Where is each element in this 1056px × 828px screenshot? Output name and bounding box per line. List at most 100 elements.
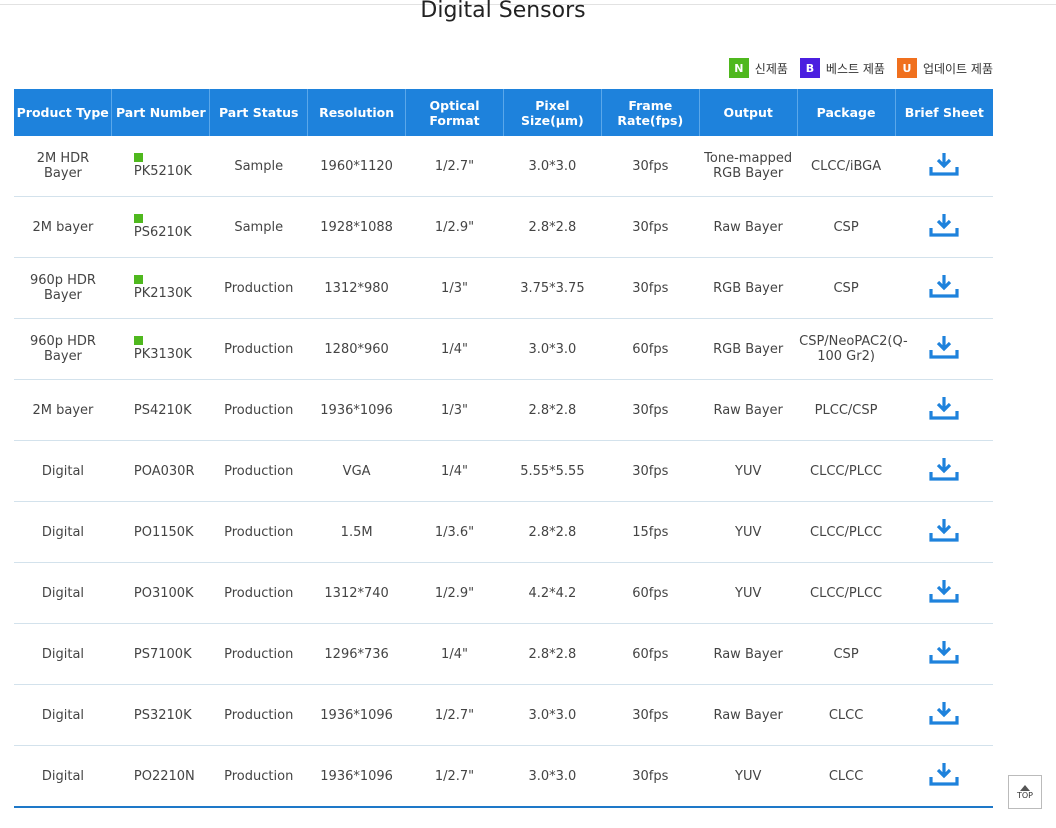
cell-text: 2M bayer — [32, 219, 94, 235]
cell-text: PO2210N — [133, 768, 195, 784]
download-button[interactable] — [929, 153, 959, 180]
table-cell: YUV — [699, 562, 798, 624]
cell-text: Production — [224, 524, 294, 540]
table-cell: 1/4" — [405, 623, 504, 685]
cell-text: 30fps — [632, 280, 669, 296]
cell-text: 3.0*3.0 — [528, 341, 577, 357]
cell-text: Production — [224, 768, 294, 784]
table-row: Digital PO2210N Production 1936*1096 1/2.7" 3… — [14, 745, 993, 808]
legend-item: N 신제품 — [728, 58, 788, 78]
cell-text: 3.0*3.0 — [528, 768, 577, 784]
cell-text: 3.0*3.0 — [528, 707, 577, 723]
table-cell: CLCC/PLCC — [797, 562, 896, 624]
table-cell: 30fps — [601, 196, 700, 258]
download-button[interactable] — [929, 397, 959, 424]
table-cell: 1280*960 — [307, 318, 406, 380]
download-button[interactable] — [929, 336, 959, 363]
new-badge — [133, 336, 143, 345]
column-header: Optical Format — [405, 89, 504, 136]
brief-sheet-cell — [895, 623, 993, 685]
table-row: 2M bayer PS6210K Sample 1928*1088 1/2.9" 2.8*… — [14, 196, 993, 258]
download-button[interactable] — [929, 763, 959, 790]
table-cell: Production — [209, 501, 308, 563]
cell-text: CLCC/iBGA — [811, 158, 882, 174]
brief-sheet-cell — [895, 379, 993, 441]
cell-text: Sample — [234, 158, 284, 174]
table-cell: 2.8*2.8 — [503, 501, 602, 563]
table-cell: Production — [209, 623, 308, 685]
new-badge — [133, 214, 143, 223]
download-button[interactable] — [929, 702, 959, 729]
cell-text: 1/2.7" — [434, 707, 475, 723]
table-cell: 15fps — [601, 501, 700, 563]
download-button[interactable] — [929, 580, 959, 607]
brief-sheet-cell — [895, 501, 993, 563]
table-cell: 960p HDR Bayer — [14, 257, 112, 319]
legend: N 신제품 B 베스트 제품 U 업데이트 제품 — [728, 58, 993, 78]
cell-text: 1/4" — [441, 341, 468, 357]
table-body: 2M HDR Bayer PK5210K Sample 1960*1120 1/2.7"… — [14, 136, 993, 808]
download-button[interactable] — [929, 641, 959, 668]
table-cell: CLCC — [797, 745, 896, 808]
table-cell: 3.0*3.0 — [503, 136, 602, 197]
cell-text: Production — [224, 402, 294, 418]
table-cell: 60fps — [601, 562, 700, 624]
table-cell: Sample — [209, 196, 308, 258]
page-title: Digital Sensors — [420, 0, 586, 23]
table-cell: 3.75*3.75 — [503, 257, 602, 319]
top-button[interactable]: TOP — [1008, 775, 1042, 809]
column-header: Pixel Size(μm) — [503, 89, 602, 136]
download-icon — [929, 763, 959, 786]
column-header: Part Status — [209, 89, 309, 136]
table-cell: CLCC/iBGA — [797, 136, 896, 197]
download-button[interactable] — [929, 275, 959, 302]
table-cell: Digital — [14, 440, 112, 502]
cell-text: 960p HDR Bayer — [29, 273, 96, 303]
cell-text: 1280*960 — [324, 341, 389, 357]
table-cell: Production — [209, 257, 308, 319]
table-cell: 1928*1088 — [307, 196, 406, 258]
table-cell: 30fps — [601, 136, 700, 197]
download-button[interactable] — [929, 519, 959, 546]
table-row: 960p HDR Bayer PK3130K Production 1280*960 1… — [14, 318, 993, 380]
table-cell: 30fps — [601, 440, 700, 502]
table-cell: Production — [209, 379, 308, 441]
cell-text: Production — [224, 341, 294, 357]
table-cell: PS7100K — [111, 623, 210, 685]
cell-text: 30fps — [632, 402, 669, 418]
table-cell: VGA — [307, 440, 406, 502]
table-cell: 3.0*3.0 — [503, 318, 602, 380]
cell-text: PO1150K — [133, 524, 194, 540]
brief-sheet-cell — [895, 257, 993, 319]
cell-text: 2.8*2.8 — [528, 219, 577, 235]
cell-text: 60fps — [632, 646, 669, 662]
cell-text: 1936*1096 — [320, 402, 393, 418]
cell-text: 1/3" — [441, 402, 468, 418]
download-button[interactable] — [929, 214, 959, 241]
download-icon — [929, 397, 959, 420]
new-badge — [133, 153, 143, 162]
cell-text: 960p HDR Bayer — [29, 334, 96, 364]
cell-text: Digital — [41, 463, 85, 479]
cell-text: 2.8*2.8 — [528, 646, 577, 662]
cell-text: 2.8*2.8 — [528, 524, 577, 540]
cell-text: RGB Bayer — [713, 341, 784, 357]
table-cell: Raw Bayer — [699, 684, 798, 746]
cell-text: CSP/NeoPAC2(Q-100 Gr2) — [799, 334, 908, 364]
new-badge — [133, 275, 143, 284]
cell-text: PS4210K — [133, 402, 192, 418]
download-icon — [929, 336, 959, 359]
legend-label: 업데이트 제품 — [922, 61, 993, 76]
table-row: Digital PO1150K Production 1.5M 1/3.6" 2.8*2.… — [14, 501, 993, 563]
download-button[interactable] — [929, 458, 959, 485]
table-cell: 2.8*2.8 — [503, 196, 602, 258]
cell-text: CSP — [833, 280, 859, 296]
table-cell: PLCC/CSP — [797, 379, 896, 441]
cell-text: 1/2.7" — [434, 768, 475, 784]
cell-text: 1936*1096 — [320, 707, 393, 723]
cell-text: Raw Bayer — [713, 646, 783, 662]
cell-text: RGB Bayer — [713, 280, 784, 296]
table-cell: Digital — [14, 562, 112, 624]
cell-text: 1296*736 — [324, 646, 389, 662]
